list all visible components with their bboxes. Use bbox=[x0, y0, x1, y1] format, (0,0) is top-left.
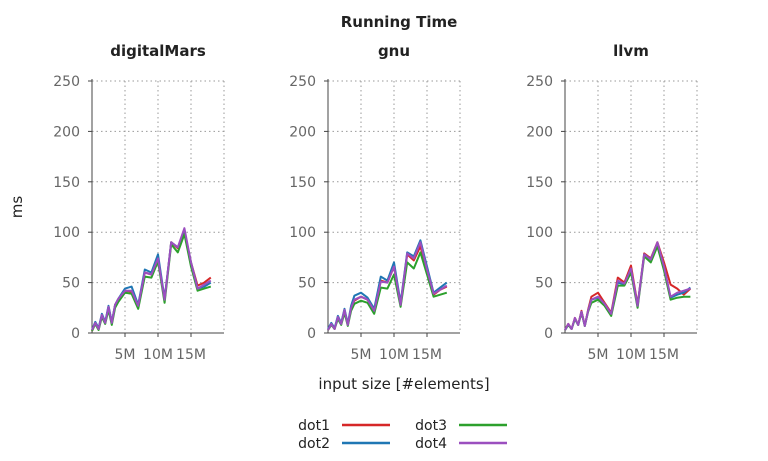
y-tick-label: 250 bbox=[289, 74, 316, 90]
legend-label: dot1 bbox=[298, 418, 330, 434]
y-tick-label: 200 bbox=[289, 124, 316, 140]
y-tick-label: 250 bbox=[53, 74, 80, 90]
x-tick-label: 5M bbox=[588, 347, 609, 363]
y-tick-label: 100 bbox=[289, 225, 316, 241]
y-tick-label: 200 bbox=[526, 124, 553, 140]
panel-title: digitalMars bbox=[110, 42, 206, 60]
y-axis-label: ms bbox=[8, 196, 26, 219]
x-tick-label: 15M bbox=[176, 347, 206, 363]
y-tick-label: 0 bbox=[71, 326, 80, 342]
series-line-dot4 bbox=[327, 241, 448, 331]
y-tick-label: 50 bbox=[298, 276, 316, 292]
legend-item-dot4: dot4 bbox=[415, 436, 507, 452]
x-tick-label: 5M bbox=[351, 347, 372, 363]
panel-digitalMars: digitalMars 0 50 100 150 200 250 5M 10M 15M bbox=[53, 42, 225, 363]
y-tick-label: 100 bbox=[53, 225, 80, 241]
series-line-dot1 bbox=[564, 241, 692, 331]
panel-gnu: gnu 0 50 100 150 200 250 5M 10M 15M bbox=[289, 42, 461, 363]
y-tick-label: 50 bbox=[62, 276, 80, 292]
x-tick-label: 5M bbox=[115, 347, 136, 363]
series-line-dot4 bbox=[564, 241, 691, 331]
legend-item-dot3: dot3 bbox=[415, 418, 507, 434]
x-axis-label: input size [#elements] bbox=[318, 375, 489, 393]
panel-title: llvm bbox=[613, 42, 649, 60]
legend-label: dot4 bbox=[415, 436, 447, 452]
panel-title: gnu bbox=[378, 42, 410, 60]
x-tick-label: 15M bbox=[649, 347, 679, 363]
chart-title: Running Time bbox=[341, 13, 458, 31]
y-tick-label: 150 bbox=[289, 175, 316, 191]
x-tick-label: 10M bbox=[616, 347, 646, 363]
y-tick-label: 150 bbox=[526, 175, 553, 191]
legend-label: dot2 bbox=[298, 436, 330, 452]
panel-llvm: llvm 0 50 100 150 200 250 5M 10M 15M bbox=[526, 42, 698, 363]
y-tick-label: 150 bbox=[53, 175, 80, 191]
y-tick-label: 0 bbox=[307, 326, 316, 342]
x-tick-label: 15M bbox=[412, 347, 442, 363]
x-tick-label: 10M bbox=[379, 347, 409, 363]
series-line-dot4 bbox=[91, 227, 212, 331]
y-tick-label: 50 bbox=[535, 276, 553, 292]
y-tick-label: 200 bbox=[53, 124, 80, 140]
legend-label: dot3 bbox=[415, 418, 447, 434]
x-tick-label: 10M bbox=[143, 347, 173, 363]
y-tick-label: 250 bbox=[526, 74, 553, 90]
legend-item-dot2: dot2 bbox=[298, 436, 390, 452]
y-tick-label: 100 bbox=[526, 225, 553, 241]
legend: dot1 dot2 dot3 dot4 bbox=[298, 418, 507, 452]
y-tick-label: 0 bbox=[544, 326, 553, 342]
legend-item-dot1: dot1 bbox=[298, 418, 390, 434]
